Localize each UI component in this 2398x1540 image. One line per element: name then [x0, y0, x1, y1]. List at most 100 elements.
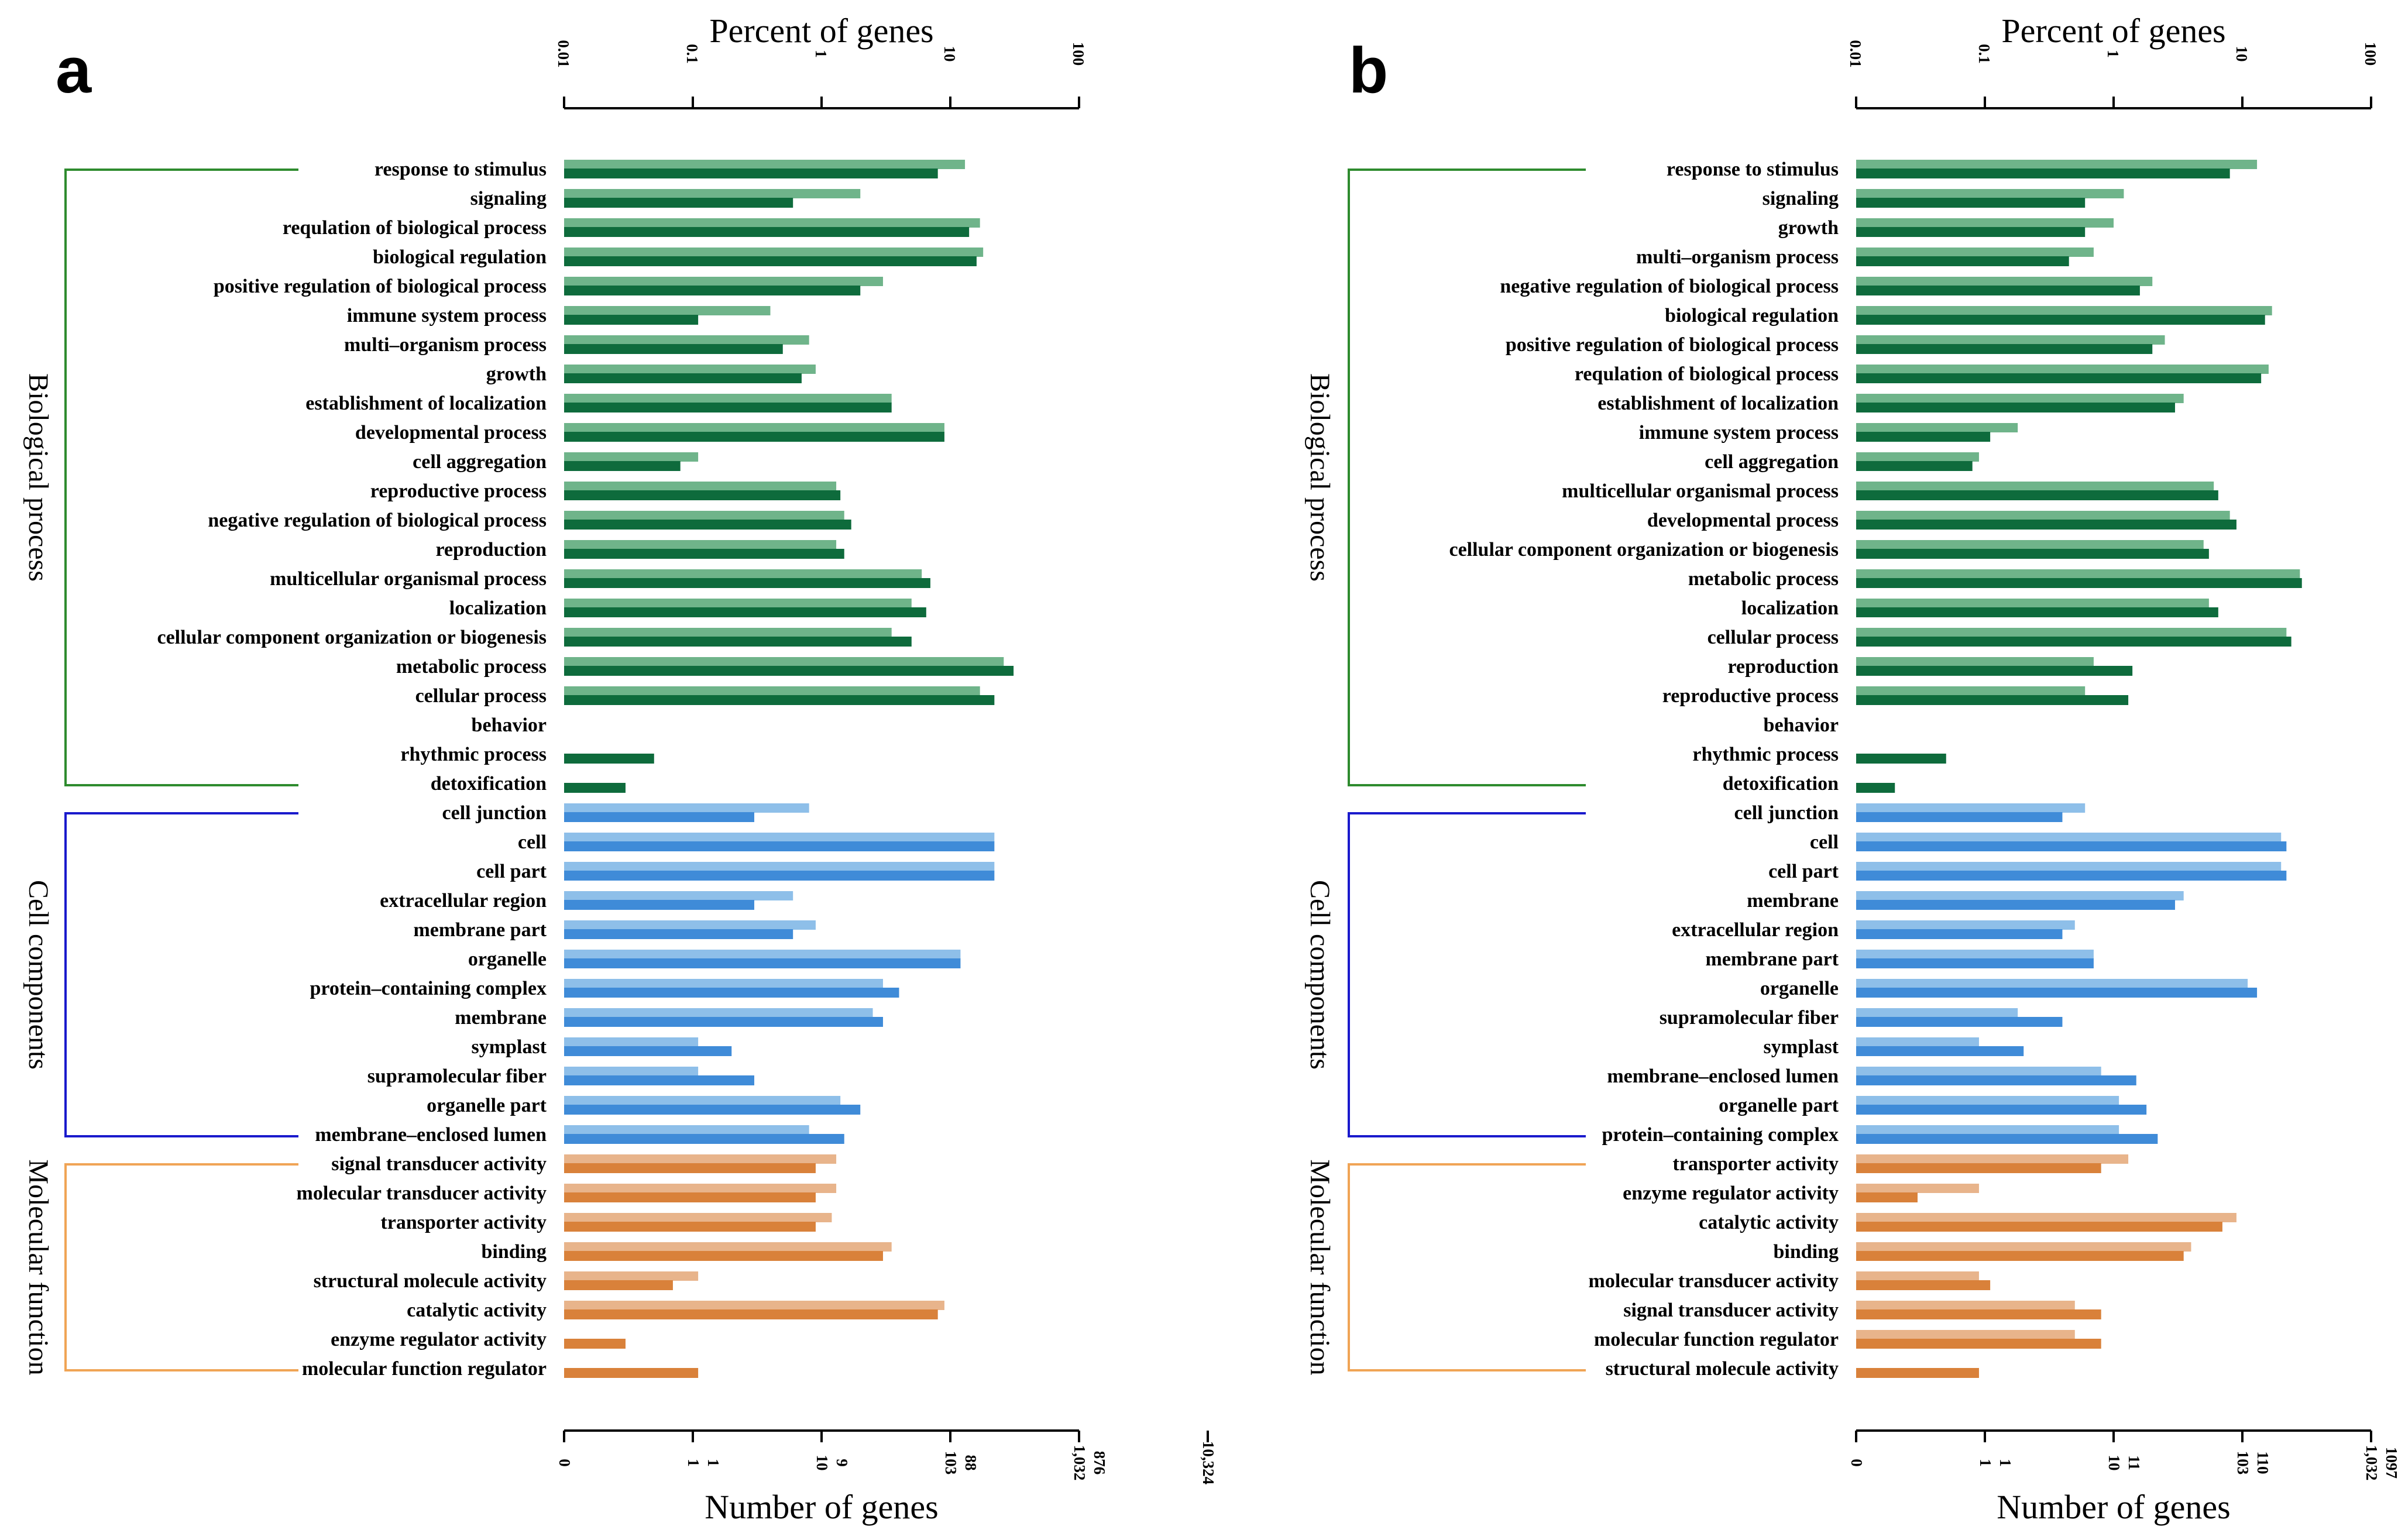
bar-dark	[1856, 695, 2129, 705]
bar-light	[564, 248, 984, 257]
bottom-axis-tick-label: 1,032	[2363, 1445, 2380, 1481]
group-bracket	[1348, 812, 1586, 1137]
bar-dark	[564, 373, 802, 383]
bar-dark	[564, 1368, 699, 1378]
bar-dark	[1856, 1075, 2136, 1085]
bar-light	[564, 803, 809, 813]
bar-light	[564, 1125, 809, 1135]
bar-light	[1856, 511, 2230, 520]
group-bracket	[64, 169, 298, 786]
category-label: supramolecular fiber	[367, 1065, 547, 1087]
bar-light	[1856, 1271, 1979, 1281]
category-label: growth	[486, 363, 547, 385]
panel-label: b	[1349, 35, 1388, 106]
category-label: symplast	[472, 1036, 547, 1058]
bar-light	[1856, 979, 2248, 988]
bar-dark	[1856, 1222, 2222, 1232]
group-label: Biological process	[23, 373, 54, 582]
category-label: binding	[481, 1241, 547, 1263]
bottom-axis-tick-label-secondary: 9	[833, 1459, 851, 1467]
bar-light	[564, 950, 961, 959]
bar-dark	[1856, 1368, 1979, 1378]
bar-dark	[1856, 578, 2302, 588]
bar-light	[564, 365, 816, 374]
category-label: signaling	[470, 188, 547, 209]
category-label: developmental process	[1647, 510, 1839, 531]
bar-light	[1856, 1242, 2191, 1252]
bar-dark	[1856, 1251, 2184, 1261]
bar-light	[564, 1271, 699, 1281]
bar-light	[1856, 1008, 2018, 1018]
bottom-axis-title: Number of genes	[705, 1488, 938, 1526]
category-label: signaling	[1763, 188, 1839, 209]
bar-dark	[564, 1105, 861, 1115]
bottom-axis-tick-label-secondary: 1	[705, 1459, 722, 1467]
top-axis-title: Percent of genes	[709, 12, 933, 50]
bar-dark	[564, 403, 892, 412]
bar-dark	[564, 841, 995, 851]
group-bracket	[64, 812, 298, 1137]
bar-dark	[564, 1251, 883, 1261]
category-label: cell aggregation	[1705, 451, 1839, 473]
bar-light	[564, 1301, 944, 1310]
category-label: growth	[1778, 217, 1839, 239]
category-label: molecular transducer activity	[297, 1182, 547, 1204]
category-label: rhythmic process	[400, 744, 547, 765]
category-label: positive regulation of biological proces…	[1506, 334, 1839, 356]
category-label: membrane–enclosed lumen	[1607, 1065, 1839, 1087]
category-label: molecular function regulator	[1594, 1329, 1839, 1350]
category-label: cell part	[1768, 861, 1839, 882]
category-label: cell aggregation	[413, 451, 547, 473]
category-label: detoxification	[431, 773, 547, 795]
bar-light	[1856, 1154, 2129, 1164]
bar-dark	[564, 520, 851, 530]
bar-dark	[1856, 754, 1946, 764]
bottom-axis-tick-label-secondary: 11	[2125, 1455, 2143, 1470]
bar-light	[1856, 569, 2300, 579]
category-label: extracellular region	[1672, 919, 1839, 941]
category-label: metabolic process	[1688, 568, 1839, 590]
category-label: biological regulation	[373, 246, 547, 268]
category-label: organelle	[468, 948, 547, 970]
bar-light	[1856, 1096, 2119, 1105]
bar-light	[1856, 335, 2165, 345]
category-label: detoxification	[1723, 773, 1839, 795]
bottom-axis-tick-label: 103	[2234, 1451, 2252, 1475]
category-label: membrane	[455, 1007, 547, 1029]
category-label: developmental process	[355, 422, 547, 444]
bar-light	[1856, 891, 2184, 900]
bar-dark	[1856, 1339, 2101, 1349]
category-label: rhythmic process	[1692, 744, 1839, 765]
top-axis-tick-label: 100	[2362, 42, 2379, 66]
bar-light	[564, 862, 995, 871]
bar-dark	[1856, 637, 2292, 647]
bottom-axis-tick-label: 103	[942, 1451, 960, 1475]
category-label: structural molecule activity	[314, 1270, 547, 1292]
category-label: enzyme regulator activity	[331, 1329, 547, 1350]
category-label: response to stimulus	[375, 159, 547, 180]
bottom-axis-tick-label: 1,032	[1071, 1445, 1088, 1481]
category-label: transporter activity	[1672, 1153, 1839, 1175]
group-bracket	[1348, 1163, 1586, 1371]
category-label: immune system process	[347, 305, 547, 326]
bar-light	[1856, 950, 2094, 959]
bar-dark	[1856, 490, 2218, 500]
bar-light	[564, 394, 892, 403]
bar-dark	[1856, 1192, 1918, 1202]
bar-dark	[564, 461, 681, 471]
bar-dark	[564, 227, 970, 237]
category-label: signal transducer activity	[331, 1153, 547, 1175]
bar-light	[1856, 1125, 2119, 1135]
bar-dark	[564, 1280, 673, 1290]
bar-dark	[564, 432, 944, 442]
bar-light	[564, 511, 844, 520]
group-label: Molecular function	[1304, 1159, 1335, 1375]
bar-light	[1856, 452, 1979, 462]
bar-dark	[564, 198, 793, 208]
bar-light	[564, 218, 980, 228]
category-label: behavior	[1764, 714, 1839, 736]
bottom-axis-tick-label-secondary: 110	[2254, 1451, 2272, 1474]
category-label: organelle part	[1719, 1095, 1839, 1116]
bar-light	[1856, 306, 2272, 315]
bar-light	[1856, 1301, 2075, 1310]
